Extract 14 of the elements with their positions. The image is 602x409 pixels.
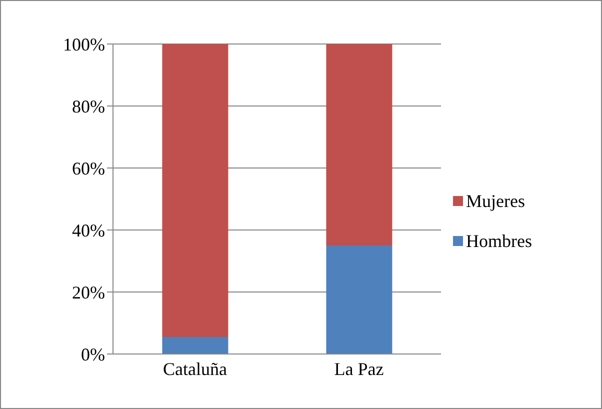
y-tick-label: 80% [72, 96, 105, 116]
bar [162, 336, 228, 354]
x-tick-label: Cataluña [163, 358, 227, 379]
legend-label: Mujeres [466, 190, 525, 212]
bar [326, 246, 392, 354]
bar [326, 44, 392, 246]
x-tick-label: La Paz [334, 358, 384, 379]
y-tick-label: 40% [72, 220, 105, 240]
y-tick-label: 100% [63, 34, 105, 54]
y-tick-label: 60% [72, 158, 105, 178]
legend-label: Hombres [466, 230, 532, 252]
y-tick-label: 20% [72, 282, 105, 302]
y-tick-label: 0% [81, 344, 105, 364]
bar [162, 44, 228, 337]
